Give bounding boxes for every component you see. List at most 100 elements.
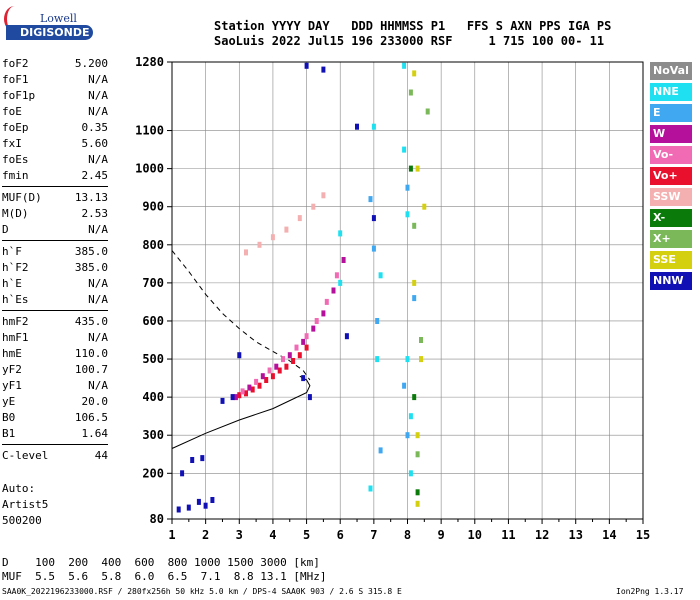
series-w: [233, 257, 346, 401]
y-tick-label: 400: [142, 390, 164, 404]
param-value: 44: [94, 449, 108, 462]
echo-point: [291, 358, 296, 364]
series-vo: [240, 272, 339, 395]
legend-item-nnw: NNW: [650, 272, 692, 290]
echo-point: [230, 394, 235, 401]
echo-point: [244, 390, 248, 397]
x-tick-label: 11: [501, 528, 515, 542]
echo-point: [419, 337, 423, 343]
x-tick-label: 10: [468, 528, 482, 542]
x-tick-label: 4: [269, 528, 276, 542]
auto-label: Auto:: [2, 482, 36, 495]
echo-point: [301, 375, 306, 382]
chart-axes: 1 2 3 4 5 6 7 8 9 10 11 12 13 14 158020030040050060070…: [135, 55, 650, 542]
profile-solid-line: [171, 375, 311, 449]
legend-item-ssw: SSW: [650, 188, 692, 206]
y-tick-label: 500: [142, 352, 164, 366]
param-label: foF2: [2, 57, 29, 70]
echo-point: [297, 215, 302, 222]
param-row: MUF(D) 13.13: [2, 190, 108, 206]
echo-point: [402, 146, 407, 153]
echo-point: [190, 457, 195, 463]
y-tick-label: 700: [142, 276, 164, 290]
y-tick-label: 200: [142, 466, 164, 480]
legend-item-x: X+: [650, 230, 692, 248]
param-row: foEp 0.35: [2, 120, 108, 136]
param-value: N/A: [88, 89, 108, 102]
echo-point: [270, 373, 275, 380]
param-row: hmE 110.0: [2, 346, 108, 362]
param-row: B1 1.64: [2, 426, 108, 442]
echo-point: [378, 272, 383, 279]
y-tick-label: 300: [142, 428, 164, 442]
param-label: yF2: [2, 363, 22, 376]
echo-point: [294, 344, 299, 351]
echo-point: [297, 352, 302, 359]
logo-lowell-text: Lowell: [40, 12, 77, 25]
param-value: 100.7: [74, 363, 108, 376]
param-row: h`F2 385.0: [2, 260, 108, 276]
param-row: hmF2 435.0: [2, 314, 108, 330]
param-value: 20.0: [81, 395, 109, 408]
param-separator: [2, 444, 108, 445]
echo-point: [274, 363, 279, 370]
param-label: foF1: [2, 73, 29, 86]
param-value: 385.0: [74, 261, 108, 274]
echo-point: [244, 249, 248, 256]
echo-point: [408, 470, 413, 477]
param-row: yE 20.0: [2, 394, 108, 410]
param-row: foEs N/A: [2, 152, 108, 168]
echo-point: [412, 295, 417, 302]
param-label: yE: [2, 395, 16, 408]
param-row: yF1 N/A: [2, 378, 108, 394]
param-row: D N/A: [2, 222, 108, 238]
echo-point: [287, 352, 292, 359]
series-nnw: [176, 62, 376, 513]
param-label: h`F2: [2, 261, 29, 274]
echo-point: [321, 66, 326, 73]
param-row: hmF1 N/A: [2, 330, 108, 346]
echo-point: [344, 333, 349, 340]
echo-point: [237, 392, 242, 399]
x-tick-label: 13: [568, 528, 582, 542]
echo-point: [180, 470, 185, 477]
param-label: hmF1: [2, 331, 29, 344]
logo-digisonde-text: DIGISONDE: [6, 25, 94, 40]
echo-point: [405, 211, 410, 218]
echo-point: [311, 325, 316, 332]
echo-point: [408, 413, 413, 420]
param-label: hmF2: [2, 315, 29, 328]
param-label: B1: [2, 427, 16, 440]
echo-point: [270, 234, 275, 241]
param-value: 2.45: [81, 169, 109, 182]
echo-point: [368, 485, 373, 492]
param-row: foF1 N/A: [2, 72, 108, 88]
echo-point: [196, 498, 201, 505]
echo-point: [402, 382, 407, 389]
y-tick-label: 600: [142, 314, 164, 328]
param-separator: [2, 186, 108, 187]
echo-point: [203, 502, 208, 509]
param-label: C-level: [2, 449, 49, 462]
echo-point: [257, 382, 262, 389]
param-row: foE N/A: [2, 104, 108, 120]
legend-item-vo: Vo-: [650, 146, 692, 164]
echo-points: [176, 62, 430, 513]
echo-point: [405, 432, 410, 439]
param-value: N/A: [88, 331, 108, 344]
series-e: [368, 184, 417, 454]
y-tick-label: 80: [150, 512, 164, 526]
echo-point: [304, 344, 309, 351]
echo-point: [311, 203, 316, 210]
y-tick-label: 900: [142, 200, 164, 214]
echo-point: [371, 123, 376, 130]
echo-point: [233, 394, 238, 401]
param-value: 0.35: [81, 121, 109, 134]
echo-point: [415, 489, 420, 496]
echo-point: [402, 62, 407, 69]
echo-point: [250, 386, 255, 393]
param-value: 385.0: [74, 245, 108, 258]
param-row: C-level 44: [2, 448, 108, 464]
x-tick-label: 12: [535, 528, 549, 542]
param-value: 5.200: [74, 57, 108, 70]
